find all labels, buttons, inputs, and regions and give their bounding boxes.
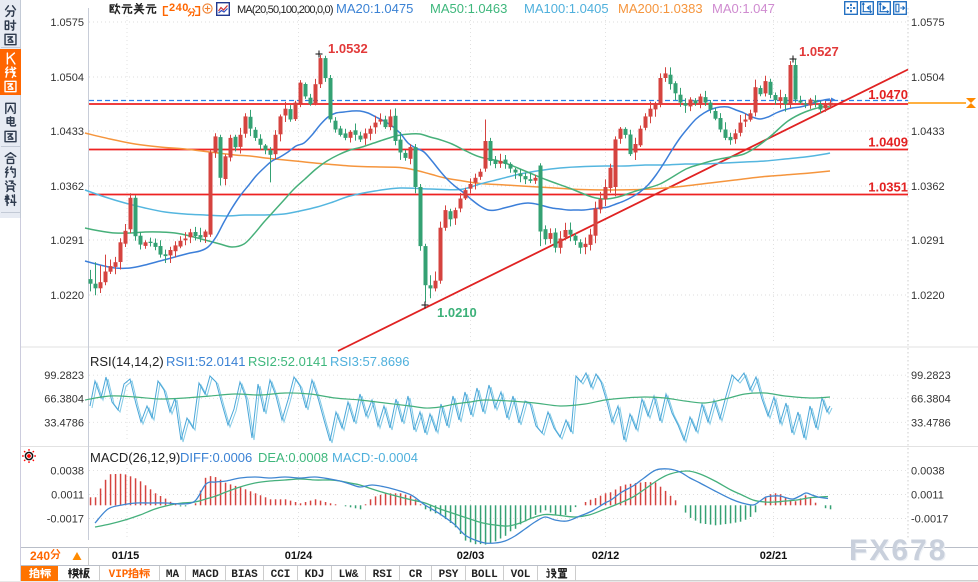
svg-text:1.0433: 1.0433 bbox=[50, 126, 84, 138]
svg-text:DIFF:0.0006: DIFF:0.0006 bbox=[180, 450, 252, 465]
svg-text:1.0362: 1.0362 bbox=[50, 181, 84, 193]
svg-text:MA0:1.047: MA0:1.047 bbox=[712, 1, 775, 16]
svg-text:MA200:1.0383: MA200:1.0383 bbox=[618, 1, 703, 16]
svg-text:1.0351: 1.0351 bbox=[868, 180, 908, 195]
svg-text:99.2823: 99.2823 bbox=[911, 370, 951, 382]
svg-text:RSI(14,14,2): RSI(14,14,2) bbox=[90, 354, 164, 369]
svg-text:1.0504: 1.0504 bbox=[50, 72, 84, 84]
svg-text:0.0011: 0.0011 bbox=[51, 490, 84, 502]
svg-text:0.0038: 0.0038 bbox=[50, 465, 84, 477]
svg-text:RSI2:52.0141: RSI2:52.0141 bbox=[248, 354, 328, 369]
svg-text:66.3804: 66.3804 bbox=[44, 393, 84, 405]
svg-text:-0.0017: -0.0017 bbox=[47, 514, 84, 526]
svg-text:33.4786: 33.4786 bbox=[44, 417, 84, 429]
svg-text:MA20:1.0475: MA20:1.0475 bbox=[336, 1, 413, 16]
svg-text:33.4786: 33.4786 bbox=[911, 417, 951, 429]
svg-text:1.0433: 1.0433 bbox=[911, 126, 945, 138]
svg-text:MA50:1.0463: MA50:1.0463 bbox=[430, 1, 507, 16]
svg-text:MA100:1.0405: MA100:1.0405 bbox=[524, 1, 609, 16]
svg-text:66.3804: 66.3804 bbox=[911, 393, 951, 405]
svg-text:1.0470: 1.0470 bbox=[868, 87, 908, 102]
svg-text:RSI3:57.8696: RSI3:57.8696 bbox=[330, 354, 410, 369]
svg-text:1.0532: 1.0532 bbox=[328, 41, 368, 56]
svg-text:1.0291: 1.0291 bbox=[911, 235, 945, 247]
svg-text:RSI1:52.0141: RSI1:52.0141 bbox=[166, 354, 246, 369]
svg-text:MA(20,50,100,200,0,0): MA(20,50,100,200,0,0) bbox=[237, 4, 333, 16]
svg-text:0.0038: 0.0038 bbox=[911, 465, 945, 477]
svg-text:-0.0017: -0.0017 bbox=[911, 514, 948, 526]
svg-text:1.0220: 1.0220 bbox=[911, 290, 945, 302]
svg-text:1.0575: 1.0575 bbox=[911, 17, 945, 29]
svg-text:1.0504: 1.0504 bbox=[911, 72, 945, 84]
svg-text:1.0210: 1.0210 bbox=[437, 305, 477, 320]
svg-text:1.0220: 1.0220 bbox=[50, 290, 84, 302]
svg-text:1.0362: 1.0362 bbox=[911, 181, 945, 193]
svg-text:1.0291: 1.0291 bbox=[50, 235, 84, 247]
svg-text:MACD:-0.0004: MACD:-0.0004 bbox=[332, 450, 418, 465]
svg-text:1.0575: 1.0575 bbox=[50, 17, 84, 29]
svg-text:MACD(26,12,9): MACD(26,12,9) bbox=[90, 450, 180, 465]
svg-text:1.0527: 1.0527 bbox=[799, 44, 839, 59]
svg-text:1.0409: 1.0409 bbox=[868, 135, 908, 150]
svg-text:99.2823: 99.2823 bbox=[44, 370, 84, 382]
svg-text:DEA:0.0008: DEA:0.0008 bbox=[258, 450, 328, 465]
svg-text:0.0011: 0.0011 bbox=[911, 490, 944, 502]
